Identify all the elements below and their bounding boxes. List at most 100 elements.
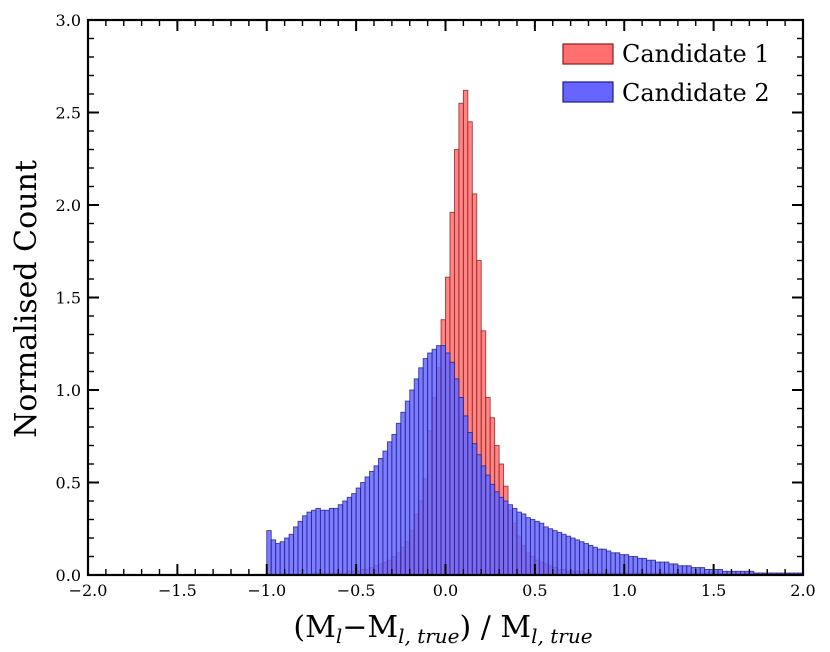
bar <box>418 367 424 576</box>
bar <box>440 345 446 576</box>
bar <box>632 556 639 576</box>
bar <box>395 422 402 576</box>
bar <box>498 496 505 576</box>
bar <box>458 396 464 576</box>
bar <box>489 483 496 576</box>
bar <box>592 546 598 576</box>
bar <box>297 520 303 576</box>
y-axis-label: Normalised Count <box>9 160 44 438</box>
bar <box>686 565 692 576</box>
bar <box>422 358 429 576</box>
bar <box>507 504 513 576</box>
bar <box>453 378 460 576</box>
x-tick-label: −0.5 <box>337 581 376 600</box>
bar <box>310 509 317 576</box>
bar <box>409 389 415 576</box>
bar <box>337 504 344 576</box>
bar <box>436 345 442 576</box>
legend-swatch-candidate-2 <box>562 81 614 103</box>
bar <box>471 443 478 576</box>
bar <box>400 411 406 576</box>
x-tick-label: 0.5 <box>522 581 547 600</box>
bar <box>369 470 375 576</box>
bar <box>556 532 563 576</box>
bar <box>270 539 277 576</box>
x-tick-label: 2.0 <box>790 581 815 600</box>
legend-swatch-candidate-1 <box>562 43 614 65</box>
bar <box>650 559 656 576</box>
bar <box>646 559 652 576</box>
bar <box>319 509 326 576</box>
bar <box>386 441 393 576</box>
y-tick-label: 2.5 <box>56 104 81 123</box>
bar <box>373 465 379 576</box>
bar <box>449 361 455 576</box>
bar <box>324 509 330 576</box>
y-tick-label: 3.0 <box>56 11 81 30</box>
bar <box>561 533 567 576</box>
x-tick-label: 1.5 <box>701 581 726 600</box>
bar <box>333 507 339 576</box>
y-tick-label: 1.5 <box>56 289 81 308</box>
bar <box>306 511 312 576</box>
bar <box>364 476 370 576</box>
y-tick-label: 1.0 <box>56 381 81 400</box>
bar <box>342 500 348 576</box>
x-tick-label: 0.0 <box>433 581 458 600</box>
bar <box>355 487 362 576</box>
bar <box>610 552 616 576</box>
bar <box>538 522 545 576</box>
legend: Candidate 1 Candidate 2 <box>562 40 770 107</box>
bar <box>543 526 549 576</box>
plot-frame <box>86 18 805 577</box>
bar <box>328 507 335 576</box>
bar <box>485 474 491 576</box>
bar <box>391 433 397 576</box>
bar <box>445 352 451 576</box>
bar <box>668 563 674 576</box>
bar <box>525 517 531 576</box>
x-axis-label: (Ml−Ml, true) / Ml, true <box>293 610 592 648</box>
y-tick-label: 0.5 <box>56 474 81 493</box>
bar <box>467 432 473 576</box>
bar <box>596 548 603 576</box>
bar <box>512 507 518 576</box>
bar <box>462 415 469 576</box>
bar <box>574 539 581 576</box>
bar <box>681 565 688 576</box>
x-tick-labels: −2.0 −1.5 −1.0 −0.5 0.0 0.5 1.0 1.5 2.0 <box>69 581 816 600</box>
x-tick-label: 1.0 <box>612 581 637 600</box>
bar <box>413 378 420 576</box>
bar <box>293 526 299 576</box>
x-tick-label: −2.0 <box>69 581 108 600</box>
bar <box>628 556 634 576</box>
bar <box>503 500 509 576</box>
bar <box>346 496 353 576</box>
bar <box>699 567 706 576</box>
bar <box>494 491 500 576</box>
bar <box>360 482 366 576</box>
y-tick-label: 2.0 <box>56 196 81 215</box>
bar <box>516 511 522 576</box>
bar <box>288 533 295 576</box>
bar <box>476 454 482 576</box>
bar <box>404 400 411 576</box>
bar <box>431 348 438 576</box>
legend-label-candidate-2: Candidate 2 <box>622 79 770 107</box>
x-tick-label: −1.5 <box>158 581 197 600</box>
bar <box>547 528 554 576</box>
bar <box>378 458 384 576</box>
x-tick-label: −1.0 <box>247 581 286 600</box>
bar <box>315 507 321 576</box>
bar <box>275 543 281 576</box>
series-2 <box>266 345 804 576</box>
y-tick-labels: 0.0 0.5 1.0 1.5 2.0 2.5 3.0 <box>56 11 81 585</box>
bar <box>302 515 308 576</box>
bar <box>382 450 388 576</box>
bar <box>614 552 621 576</box>
bar <box>480 465 487 576</box>
bar <box>521 513 527 576</box>
bars-layer <box>266 89 804 576</box>
bar <box>579 541 585 576</box>
